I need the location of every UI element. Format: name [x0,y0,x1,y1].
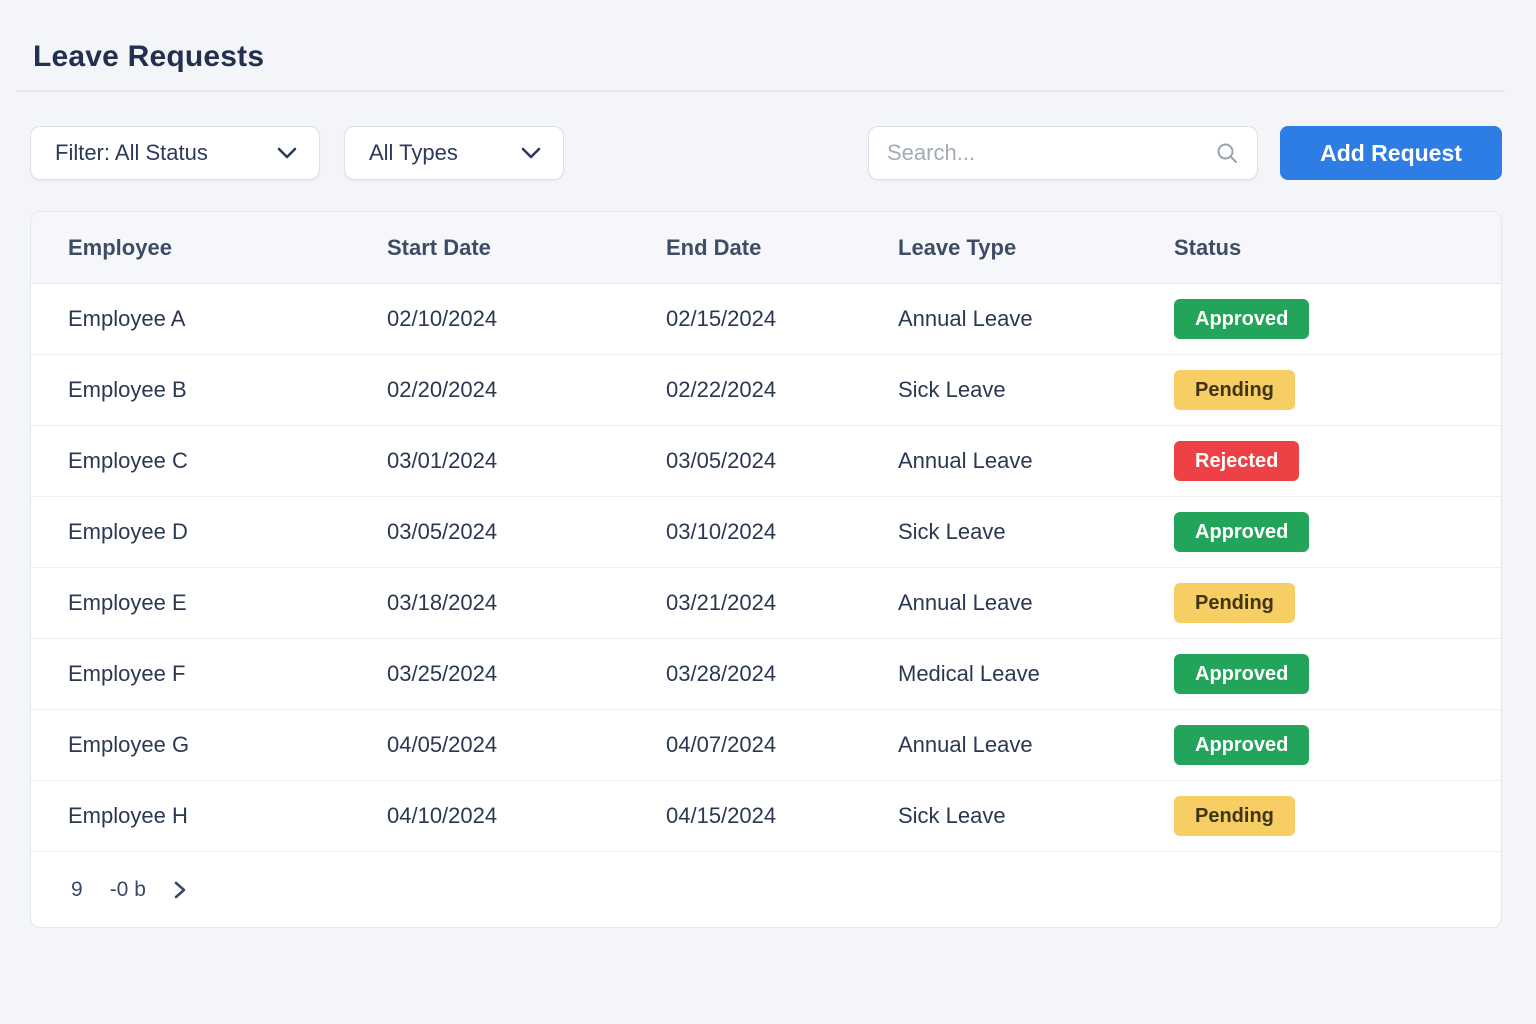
leave-type-cell: Annual Leave [898,448,1174,474]
pagination-page[interactable]: 9 [71,878,83,902]
status-badge: Approved [1174,654,1309,694]
status-cell: Rejected [1174,441,1501,481]
pagination: 9 -0 b [31,852,1501,927]
status-cell: Approved [1174,299,1501,339]
status-cell: Approved [1174,654,1501,694]
column-header-start-date: Start Date [387,235,666,261]
search-icon [1215,141,1239,165]
chevron-right-icon [173,880,187,900]
table-body: Employee A 02/10/2024 02/15/2024 Annual … [31,284,1501,852]
start-date-cell: 02/10/2024 [387,306,666,332]
pagination-next-button[interactable] [173,880,187,900]
end-date-cell: 03/05/2024 [666,448,898,474]
table-row: Employee B 02/20/2024 02/22/2024 Sick Le… [31,355,1501,426]
type-filter-label: All Types [369,140,458,166]
employee-cell: Employee C [68,448,387,474]
title-divider [16,90,1505,92]
table-row: Employee C 03/01/2024 03/05/2024 Annual … [31,426,1501,497]
toolbar: Filter: All Status All Types Add Request [0,126,1536,180]
leave-type-cell: Annual Leave [898,306,1174,332]
leave-type-cell: Sick Leave [898,377,1174,403]
employee-cell: Employee F [68,661,387,687]
type-filter-dropdown[interactable]: All Types [344,126,564,180]
end-date-cell: 02/22/2024 [666,377,898,403]
chevron-down-icon [521,147,541,159]
leave-type-cell: Annual Leave [898,732,1174,758]
status-cell: Pending [1174,583,1501,623]
status-cell: Approved [1174,725,1501,765]
status-filter-dropdown[interactable]: Filter: All Status [30,126,320,180]
end-date-cell: 02/15/2024 [666,306,898,332]
employee-cell: Employee D [68,519,387,545]
column-header-status: Status [1174,235,1501,261]
table-row: Employee E 03/18/2024 03/21/2024 Annual … [31,568,1501,639]
employee-cell: Employee H [68,803,387,829]
status-badge: Approved [1174,725,1309,765]
employee-cell: Employee A [68,306,387,332]
employee-cell: Employee E [68,590,387,616]
end-date-cell: 03/21/2024 [666,590,898,616]
leave-requests-table: Employee Start Date End Date Leave Type … [30,211,1502,928]
add-request-button[interactable]: Add Request [1280,126,1502,180]
start-date-cell: 04/05/2024 [387,732,666,758]
status-badge: Pending [1174,796,1295,836]
start-date-cell: 03/25/2024 [387,661,666,687]
search-box [868,126,1258,180]
leave-type-cell: Annual Leave [898,590,1174,616]
table-row: Employee H 04/10/2024 04/15/2024 Sick Le… [31,781,1501,852]
end-date-cell: 03/10/2024 [666,519,898,545]
status-badge: Pending [1174,370,1295,410]
table-row: Employee G 04/05/2024 04/07/2024 Annual … [31,710,1501,781]
leave-type-cell: Sick Leave [898,519,1174,545]
table-row: Employee F 03/25/2024 03/28/2024 Medical… [31,639,1501,710]
end-date-cell: 04/15/2024 [666,803,898,829]
column-header-leave-type: Leave Type [898,235,1174,261]
leave-type-cell: Sick Leave [898,803,1174,829]
status-filter-label: Filter: All Status [55,140,208,166]
start-date-cell: 03/01/2024 [387,448,666,474]
end-date-cell: 04/07/2024 [666,732,898,758]
start-date-cell: 02/20/2024 [387,377,666,403]
table-row: Employee A 02/10/2024 02/15/2024 Annual … [31,284,1501,355]
status-badge: Rejected [1174,441,1299,481]
status-badge: Approved [1174,299,1309,339]
table-row: Employee D 03/05/2024 03/10/2024 Sick Le… [31,497,1501,568]
column-header-end-date: End Date [666,235,898,261]
column-header-employee: Employee [68,235,387,261]
status-badge: Pending [1174,583,1295,623]
end-date-cell: 03/28/2024 [666,661,898,687]
status-cell: Approved [1174,512,1501,552]
start-date-cell: 04/10/2024 [387,803,666,829]
search-input[interactable] [887,140,1215,166]
employee-cell: Employee B [68,377,387,403]
status-cell: Pending [1174,370,1501,410]
table-header: Employee Start Date End Date Leave Type … [31,212,1501,284]
employee-cell: Employee G [68,732,387,758]
start-date-cell: 03/05/2024 [387,519,666,545]
chevron-down-icon [277,147,297,159]
page-title: Leave Requests [33,40,264,74]
status-cell: Pending [1174,796,1501,836]
pagination-info: -0 b [110,878,146,902]
start-date-cell: 03/18/2024 [387,590,666,616]
leave-type-cell: Medical Leave [898,661,1174,687]
status-badge: Approved [1174,512,1309,552]
